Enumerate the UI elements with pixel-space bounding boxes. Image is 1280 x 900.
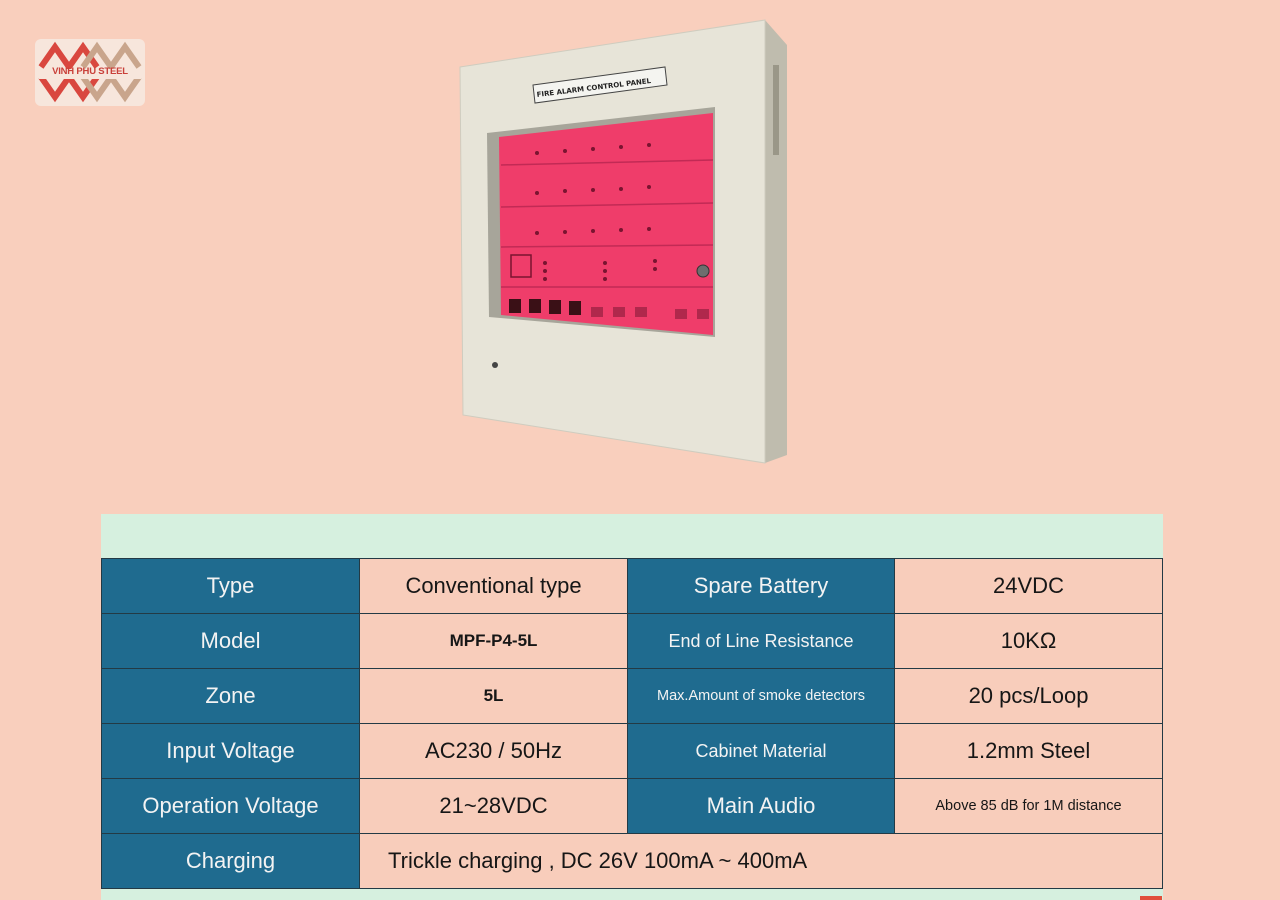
spec-value-spare-battery: 24VDC	[894, 558, 1163, 614]
spec-value-input-voltage: AC230 / 50Hz	[359, 723, 628, 779]
spec-label-operation-voltage: Operation Voltage	[101, 778, 360, 834]
fire-alarm-control-panel-image: FIRE ALARM CONTROL PANEL	[459, 19, 787, 464]
spec-value-model: MPF-P4-5L	[359, 613, 628, 669]
spec-value-operation-voltage: 21~28VDC	[359, 778, 628, 834]
logo-mark-icon	[38, 41, 142, 103]
spec-value-cabinet-material: 1.2mm Steel	[894, 723, 1163, 779]
spec-value-max-smoke-detectors: 20 pcs/Loop	[894, 668, 1163, 724]
table-row: Type Conventional type Spare Battery 24V…	[101, 558, 1163, 614]
spec-label-charging: Charging	[101, 833, 360, 889]
spec-table-area: Type Conventional type Spare Battery 24V…	[101, 514, 1163, 900]
table-row: Operation Voltage 21~28VDC Main Audio Ab…	[101, 778, 1163, 834]
spec-value-end-of-line-resistance: 10KΩ	[894, 613, 1163, 669]
spec-value-main-audio: Above 85 dB for 1M distance	[894, 778, 1163, 834]
table-row: Model MPF-P4-5L End of Line Resistance 1…	[101, 613, 1163, 669]
table-row: Zone 5L Max.Amount of smoke detectors 20…	[101, 668, 1163, 724]
spec-table: Type Conventional type Spare Battery 24V…	[101, 558, 1163, 889]
table-row: Input Voltage AC230 / 50Hz Cabinet Mater…	[101, 723, 1163, 779]
spec-value-type: Conventional type	[359, 558, 628, 614]
spec-label-input-voltage: Input Voltage	[101, 723, 360, 779]
spec-label-end-of-line-resistance: End of Line Resistance	[627, 613, 895, 669]
spec-label-cabinet-material: Cabinet Material	[627, 723, 895, 779]
spec-label-max-smoke-detectors: Max.Amount of smoke detectors	[627, 668, 895, 724]
spec-value-charging: Trickle charging , DC 26V 100mA ~ 400mA	[359, 833, 1163, 889]
spec-label-type: Type	[101, 558, 360, 614]
decorative-edge	[1140, 896, 1162, 900]
logo-text: VINH PHU STEEL	[52, 66, 128, 77]
spec-label-spare-battery: Spare Battery	[627, 558, 895, 614]
brand-logo: VINH PHU STEEL	[35, 39, 145, 106]
spec-value-zone: 5L	[359, 668, 628, 724]
spec-label-zone: Zone	[101, 668, 360, 724]
spec-label-main-audio: Main Audio	[627, 778, 895, 834]
table-row: Charging Trickle charging , DC 26V 100mA…	[101, 833, 1163, 889]
spec-label-model: Model	[101, 613, 360, 669]
